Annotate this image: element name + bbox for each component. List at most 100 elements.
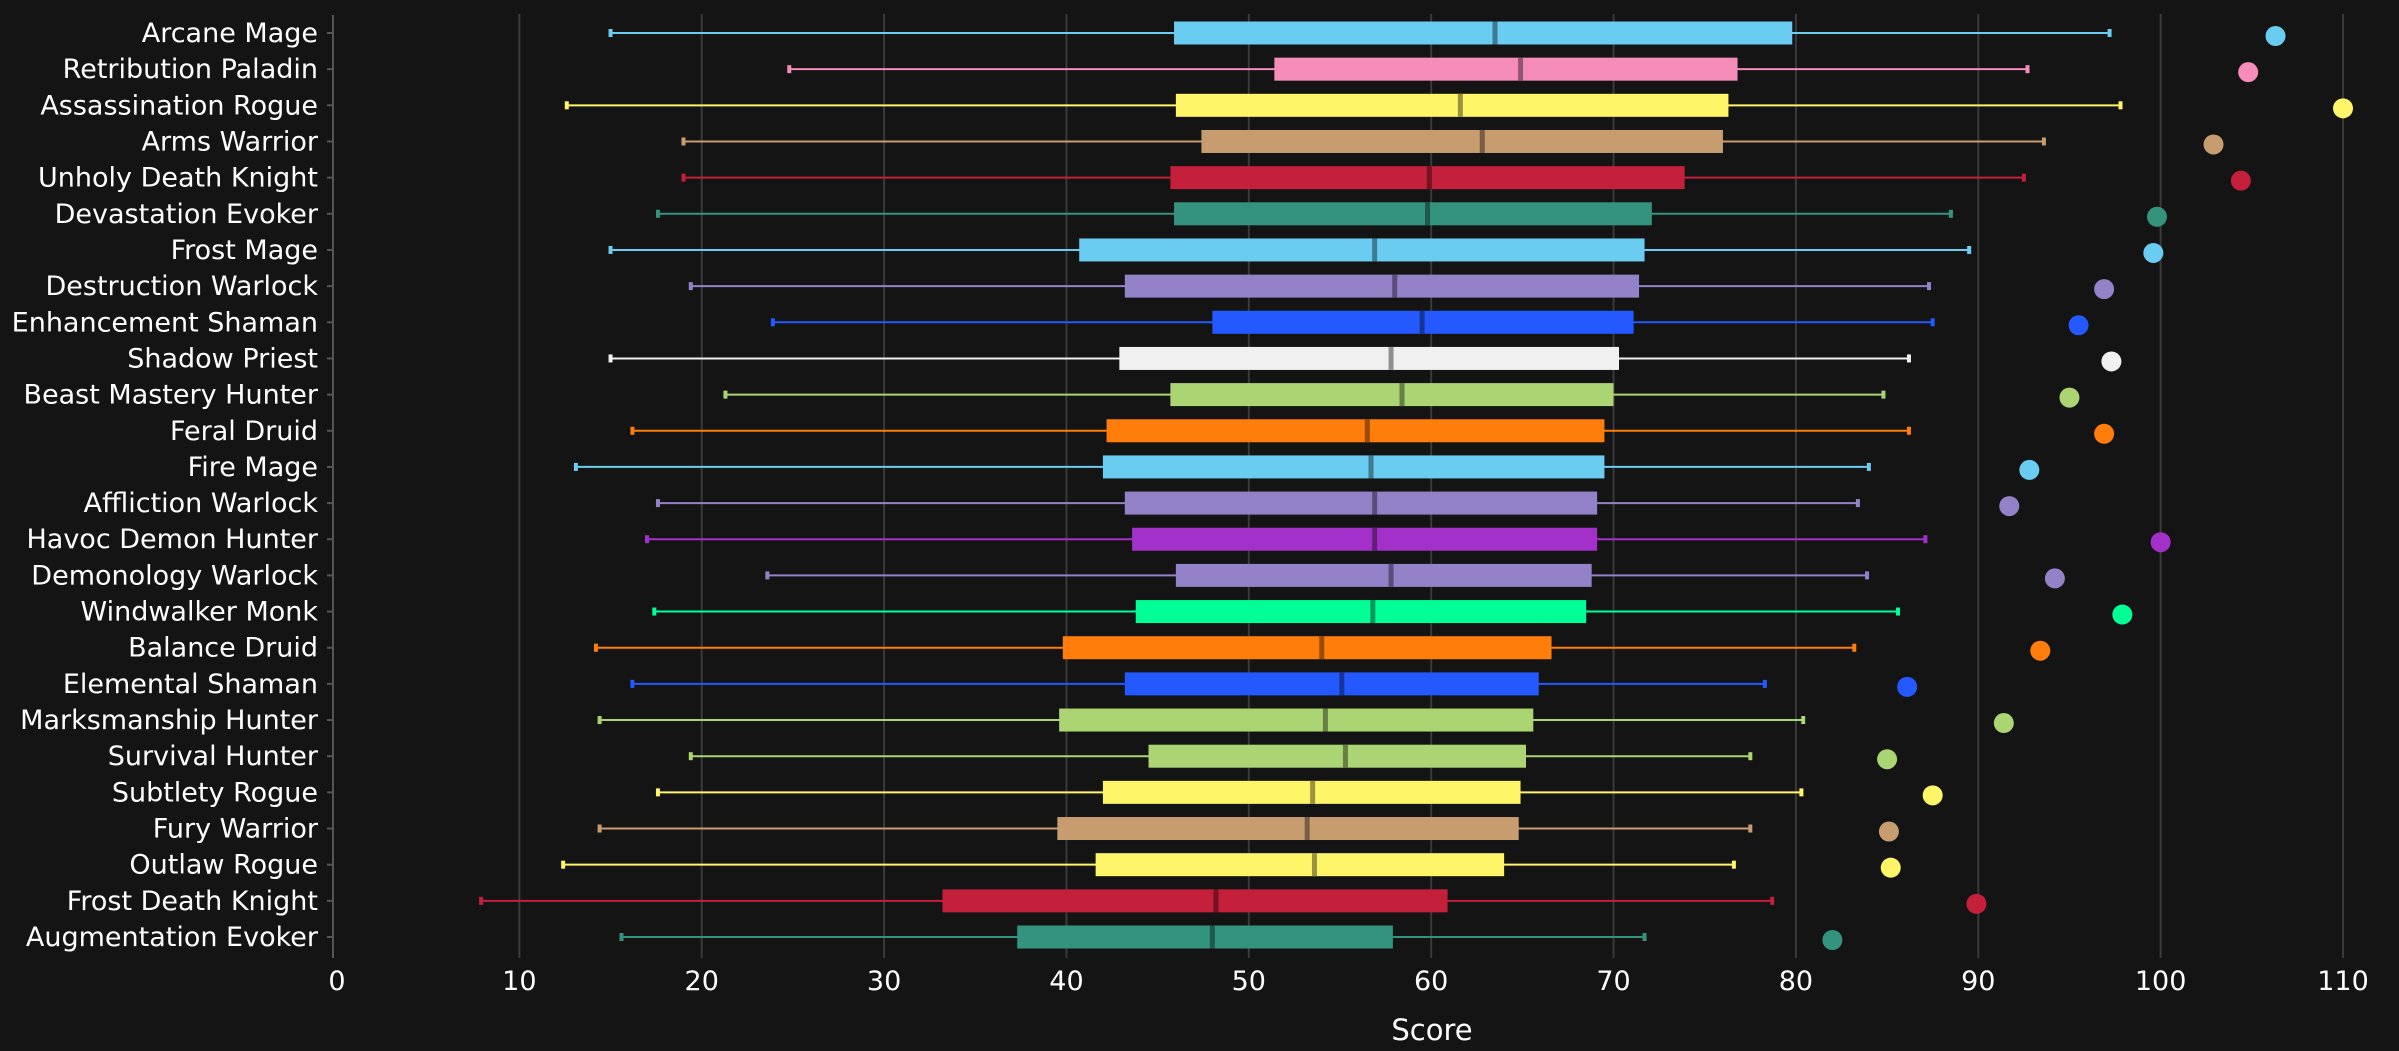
median-line <box>1322 708 1328 732</box>
median-line <box>1342 744 1348 768</box>
median-line <box>1457 93 1463 117</box>
median-line <box>1388 563 1394 587</box>
box-plot-row <box>787 57 2030 81</box>
box-iqr <box>1059 708 1534 732</box>
x-tick-label: 80 <box>1779 966 1813 997</box>
category-label: Elemental Shaman <box>63 669 318 700</box>
whisker-cap-max <box>1930 318 1935 327</box>
box-iqr <box>1106 419 1605 443</box>
box-iqr <box>1062 636 1552 660</box>
category-label: Devastation Evoker <box>55 199 319 230</box>
whisker-cap-max <box>1881 390 1886 399</box>
outlier-point <box>2059 387 2080 408</box>
whisker-cap-max <box>2025 65 2030 74</box>
whisker-cap-max <box>2021 173 2026 182</box>
box-plot-row <box>655 780 1804 804</box>
outlier-point <box>1897 676 1918 697</box>
box-plot-row <box>561 853 1736 877</box>
whisker-cap-max <box>1852 643 1857 652</box>
box-plot-row <box>723 383 1886 407</box>
median-line <box>1372 527 1378 551</box>
box-plot-row <box>608 238 1972 262</box>
x-axis-title: Score <box>1391 1013 1472 1047</box>
median-line <box>1368 455 1374 479</box>
whisker-cap-max <box>2041 137 2046 146</box>
category-label: Enhancement Shaman <box>12 307 318 338</box>
whisker-cap-min <box>723 390 728 399</box>
whisker-cap-min <box>619 933 624 941</box>
x-tick-label: 50 <box>1232 966 1266 997</box>
box-iqr <box>1135 600 1587 624</box>
median-line <box>1426 166 1432 190</box>
whisker-cap-min <box>608 29 613 37</box>
x-tick-label: 20 <box>685 966 719 997</box>
median-line <box>1372 238 1378 262</box>
outlier-point <box>1877 749 1898 770</box>
box-plot-row <box>681 166 2026 190</box>
whisker-cap-max <box>1927 282 1932 291</box>
category-label: Frost Death Knight <box>67 886 318 917</box>
whisker-cap-min <box>765 571 770 580</box>
outlier-point <box>2094 279 2115 300</box>
whisker-cap-max <box>1866 462 1871 471</box>
box-plot-row <box>765 563 1870 587</box>
category-label: Shadow Priest <box>127 343 318 374</box>
whisker-cap-max <box>1923 535 1928 544</box>
whisker-cap-max <box>1731 860 1736 869</box>
median-line <box>1372 491 1378 515</box>
box-plot-row <box>593 636 1857 660</box>
category-label: Feral Druid <box>170 416 318 447</box>
outlier-point <box>1822 930 1843 950</box>
median-line <box>1213 889 1219 913</box>
box-iqr <box>1124 672 1539 696</box>
box-plot-row <box>630 419 1911 443</box>
outlier-point <box>1922 785 1943 806</box>
box-iqr <box>1175 93 1729 117</box>
box-iqr <box>1174 21 1793 45</box>
x-tick-label: 70 <box>1596 966 1630 997</box>
box-plot-row <box>652 600 1901 624</box>
median-line <box>1492 21 1498 45</box>
box-iqr <box>1274 57 1738 81</box>
whisker-cap-max <box>1770 896 1775 905</box>
median-line <box>1209 925 1215 949</box>
x-tick-label: 60 <box>1414 966 1448 997</box>
outlier-point <box>2150 532 2171 553</box>
box-iqr <box>1124 274 1640 298</box>
category-label: Marksmanship Hunter <box>20 705 319 736</box>
category-label: Arcane Mage <box>142 18 318 49</box>
whisker-cap-min <box>608 354 613 363</box>
box-iqr <box>942 889 1448 913</box>
x-tick-label: 110 <box>2317 966 2369 997</box>
box-iqr <box>1057 817 1519 841</box>
whisker-cap-min <box>645 535 650 544</box>
y-axis: Arcane Mage Retribution Paladin Assassinat… <box>12 15 334 958</box>
whisker-cap-min <box>564 101 569 110</box>
whisker-cap-max <box>1801 716 1806 725</box>
category-label: Demonology Warlock <box>31 560 318 591</box>
median-line <box>1364 419 1370 443</box>
whisker-cap-max <box>1948 209 1953 218</box>
median-line <box>1518 57 1524 81</box>
median-line <box>1339 672 1345 696</box>
x-tick-label: 30 <box>867 966 901 997</box>
whisker-cap-min <box>573 462 578 471</box>
outlier-point <box>2101 351 2122 372</box>
box-plot-row <box>479 889 1775 913</box>
whisker-cap-max <box>2118 101 2123 110</box>
category-label: Affliction Warlock <box>84 488 319 519</box>
median-line <box>1392 274 1398 298</box>
outlier-point <box>2112 604 2133 625</box>
box-iqr <box>1201 129 1723 153</box>
box-plot-row <box>608 21 2112 45</box>
category-label: Unholy Death Knight <box>38 163 318 194</box>
median-line <box>1419 310 1425 334</box>
x-tick-label: 40 <box>1049 966 1083 997</box>
box-plot-row <box>688 274 1932 298</box>
outlier-point <box>2044 568 2065 589</box>
box-iqr <box>1124 491 1598 515</box>
box-plot-row <box>655 491 1860 515</box>
whisker-cap-max <box>1642 933 1647 941</box>
outlier-point <box>1999 496 2020 517</box>
